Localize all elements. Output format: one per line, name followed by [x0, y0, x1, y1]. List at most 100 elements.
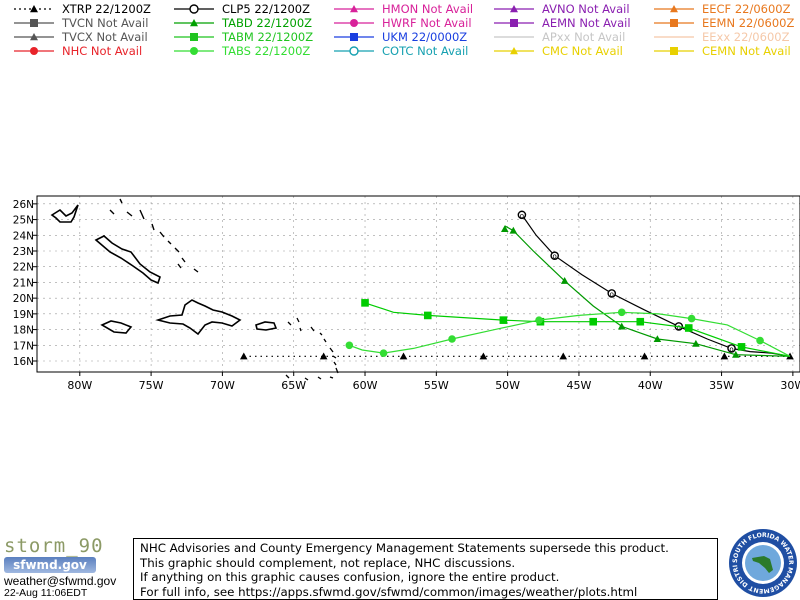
legend-label: TVCN Not Avail: [62, 16, 149, 30]
track-point: [499, 316, 508, 324]
plot-frame: [36, 195, 800, 373]
track-tabm: [361, 299, 791, 357]
track-point: [684, 324, 693, 332]
track-point: [687, 314, 696, 323]
legend-symbol: [334, 46, 374, 56]
legend-symbol: [494, 47, 534, 55]
issue-timestamp: 22-Aug 11:06EDT: [4, 587, 88, 599]
legend-label: NHC Not Avail: [62, 44, 143, 58]
track-point: [509, 226, 518, 234]
legend-symbol: [174, 33, 214, 41]
disclaimer-line: NHC Advisories and County Emergency Mana…: [140, 541, 669, 555]
track-point: [535, 316, 543, 324]
x-tick-label: 55W: [424, 379, 449, 392]
track-point-glyph: o: [520, 212, 524, 220]
legend-marker: [190, 33, 198, 41]
track-point-glyph: o: [677, 323, 681, 331]
track-point: [560, 277, 569, 284]
y-tick-label: 25N: [13, 215, 34, 227]
track-point: [319, 352, 328, 360]
model-legend: XTRP 22/1200Z TVCN Not Avail TVCX Not Avai…: [0, 0, 800, 60]
legend-symbol: [654, 36, 694, 38]
track-clp5: o o o o o: [517, 210, 791, 357]
legend-label: CMC Not Avail: [542, 44, 623, 58]
track-tabs: [345, 308, 791, 357]
track-point: [239, 352, 248, 360]
legend-marker: [189, 4, 199, 14]
legend-symbol: [334, 5, 374, 13]
map-grid: [37, 196, 800, 372]
disclaimer-line: If anything on this graphic causes confu…: [140, 570, 560, 585]
legend-marker: [350, 19, 358, 27]
y-tick-label: 26N: [13, 199, 34, 211]
y-tick-label: 17N: [13, 340, 34, 352]
legend-label: CLP5 22/1200Z: [222, 2, 310, 16]
disclaimer-link-line[interactable]: For full info, see https://apps.sfwmd.go…: [140, 584, 638, 599]
track-tabd: [500, 225, 791, 358]
legend-symbol: [654, 5, 694, 13]
legend-marker: [30, 47, 38, 55]
track-point-glyph: o: [610, 290, 614, 298]
legend-symbol: [174, 4, 214, 14]
track-point: [607, 289, 617, 298]
track-point: [399, 352, 408, 360]
legend-symbol: [654, 19, 694, 27]
brand-block: storm_90 sfwmd.gov weather@sfwmd.gov 22-…: [4, 535, 134, 599]
track-point: [479, 352, 488, 360]
legend-symbol: [14, 5, 54, 13]
disclaimer-line: This graphic should complement, not repl…: [140, 555, 516, 570]
track-point: [692, 339, 700, 347]
legend-label: UKM 22/0000Z: [382, 30, 468, 44]
legend-marker: [670, 47, 678, 55]
sfwmd-logo[interactable]: sfwmd.gov: [4, 557, 96, 573]
x-tick-label: 75W: [139, 379, 164, 392]
x-tick-label: 40W: [638, 379, 663, 392]
bahamas: [109, 198, 199, 273]
legend-marker: [510, 47, 518, 55]
legend-symbol: [654, 47, 694, 55]
legend-marker: [670, 5, 678, 13]
track-xtrp: [239, 352, 794, 360]
track-point: [517, 210, 527, 220]
x-tick-label: 60W: [353, 379, 378, 392]
track-point: [737, 343, 746, 351]
cuba-east: [94, 235, 161, 285]
legend-label: HWRF Not Avail: [382, 16, 472, 30]
track-point: [617, 322, 626, 330]
legend-label: COTC Not Avail: [382, 44, 469, 58]
track-point: [345, 341, 354, 350]
legend-symbol: [174, 19, 214, 27]
caribbean-islands: [50, 198, 339, 381]
legend-symbol: [14, 19, 54, 27]
legend-symbol: [174, 47, 214, 55]
hispaniola: [155, 299, 242, 336]
jamaica: [100, 320, 133, 334]
y-tick-label: 19N: [13, 309, 34, 321]
x-tick-label: 45W: [567, 379, 592, 392]
site-logo-label: sfwmd.gov: [13, 558, 87, 572]
track-point: [589, 317, 598, 326]
track-point: [448, 335, 456, 343]
legend-symbol: [14, 47, 54, 55]
track-point: [756, 336, 764, 345]
legend-marker: [349, 46, 359, 56]
track-point: [559, 352, 568, 360]
legend-label: TABM 22/1200Z: [222, 30, 314, 44]
legend-label: AEMN Not Avail: [542, 16, 631, 30]
legend-label: CEMN Not Avail: [702, 44, 791, 58]
track-point: [617, 308, 626, 317]
track-point: [379, 349, 388, 357]
legend-label: HMON Not Avail: [382, 2, 474, 16]
track-line: [349, 311, 791, 357]
y-tick-label: 22N: [13, 262, 34, 274]
sfwmd-seal-icon: SOUTH FLORIDA WATER MANAGEMENT DISTRICT: [728, 528, 797, 597]
model-tracks: o o o o o: [239, 210, 794, 360]
legend-label: TVCX Not Avail: [62, 30, 148, 44]
contact-email[interactable]: weather@sfwmd.gov: [4, 574, 117, 588]
storm-name: storm_90: [4, 535, 104, 557]
track-point: [423, 311, 432, 320]
legend-symbol: [494, 19, 534, 27]
track-point: [500, 225, 509, 233]
legend-label: EECF 22/0600Z: [702, 2, 791, 16]
legend-label: AVNO Not Avail: [542, 2, 630, 16]
